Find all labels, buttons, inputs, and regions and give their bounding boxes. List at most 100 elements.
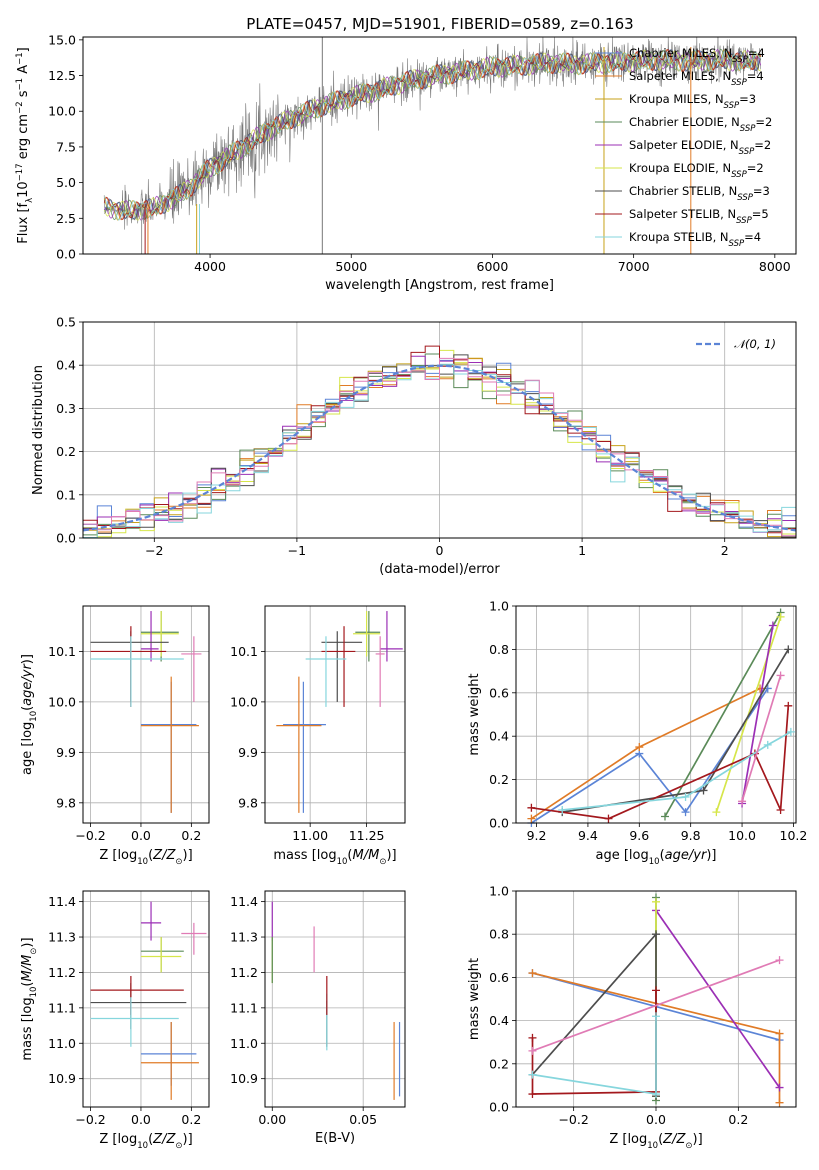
label-part: )] xyxy=(183,1132,193,1147)
x-tick-label: 9.6 xyxy=(629,828,649,843)
x-tick-label: 9.8 xyxy=(681,828,701,843)
label-part: 10 xyxy=(29,987,39,998)
x-axis-label: Z [log10(Z/Z⊙)] xyxy=(99,1132,192,1151)
y-tick-label: 7.5 xyxy=(56,139,76,154)
label-part: age/yr xyxy=(665,848,708,863)
weight-lines xyxy=(528,893,784,1107)
y-tick-label: 0.0 xyxy=(489,816,509,831)
y-tick-label: 0.0 xyxy=(56,247,76,262)
weight-marker xyxy=(775,956,784,965)
weight-marker xyxy=(699,786,708,795)
y-axis-label: age [log10(age/yr)] xyxy=(20,654,39,775)
y-tick-label: 0.8 xyxy=(489,927,509,942)
weight-marker xyxy=(528,1046,537,1055)
errorbars xyxy=(90,611,202,813)
label-part: Kroupa ELODIE, N xyxy=(629,161,731,175)
label-part: SSP xyxy=(731,170,747,180)
y-tick-label: 0.3 xyxy=(56,401,76,416)
y-tick-label: 11.1 xyxy=(230,1000,258,1015)
weight-marker xyxy=(652,1012,660,1021)
label-part: Z/Z xyxy=(662,1132,686,1147)
label-part: M/M xyxy=(20,955,35,982)
axes-frame xyxy=(515,890,797,1108)
axes-frame xyxy=(264,890,406,1108)
label-part: Salpeter STELIB, N xyxy=(629,207,736,221)
y-tick-label: 0.2 xyxy=(489,1056,509,1071)
label-part: Z [log xyxy=(609,1132,647,1147)
y-tick-label: 0.6 xyxy=(489,970,509,985)
x-axis-label: (data-model)/error xyxy=(379,562,500,577)
y-tick-label: 9.9 xyxy=(56,745,76,760)
x-tick-label: −0.2 xyxy=(558,1112,588,1127)
label-part: Z [log xyxy=(99,848,137,863)
x-tick-label: 1 xyxy=(578,543,586,558)
y-axis-label: Flux [fλ10−17 erg cm−2 s−1 A−1] xyxy=(15,47,35,243)
label-part: SSP xyxy=(732,55,748,65)
weight-line-2 xyxy=(664,612,782,817)
label-part: M/M xyxy=(353,848,380,863)
x-axis-label: Z [log10(Z/Z⊙)] xyxy=(99,848,192,867)
y-tick-label: 0.5 xyxy=(56,315,76,330)
model-spectrum-3 xyxy=(103,48,761,221)
label-part: −1 xyxy=(15,52,25,65)
axes-frame xyxy=(82,321,797,539)
x-axis-label: age [log10(age/yr)] xyxy=(596,848,717,867)
y-tick-label: 0.0 xyxy=(56,531,76,546)
label-part: )] xyxy=(20,937,35,947)
weight-marker xyxy=(652,986,660,995)
label-part: Chabrier ELODIE, N xyxy=(629,115,740,129)
y-tick-label: 0.2 xyxy=(489,772,509,787)
x-axis-label: Z [log10(Z/Z⊙)] xyxy=(609,1132,702,1151)
label-part: 10 xyxy=(647,1141,658,1151)
x-tick-label: 0.2 xyxy=(181,1112,201,1127)
weight-marker xyxy=(652,1090,660,1099)
weight-marker xyxy=(775,1098,784,1107)
x-tick-label: 0.0 xyxy=(646,1112,666,1127)
label-part: mass [log xyxy=(273,848,336,863)
y-tick-label: 11.2 xyxy=(230,965,258,980)
label-part: ⊙ xyxy=(685,1141,692,1151)
label-part: =4 xyxy=(744,230,761,244)
label-part: −2 xyxy=(15,101,25,114)
label-part: Flux [f xyxy=(16,202,31,243)
label-part: λ xyxy=(25,198,35,203)
label-part: Salpeter ELODIE, N xyxy=(629,138,739,152)
weight-marker xyxy=(775,1029,784,1038)
histogram-lines xyxy=(83,345,796,538)
y-tick-label: 11.2 xyxy=(48,965,76,980)
y-tick-label: 5.0 xyxy=(56,175,76,190)
histogram-9 xyxy=(83,357,796,537)
mass-vs-ebv-panel: 0.00 0.05 10.9 11.0 11.1 11.2 11.3 11.4 E(B-V) xyxy=(230,890,406,1146)
x-tick-label: −1 xyxy=(288,543,306,558)
label-part: ( xyxy=(660,848,665,863)
y-axis-label: mass weight xyxy=(467,958,482,1040)
weight-marker xyxy=(776,612,785,621)
label-part: SSP xyxy=(731,78,747,88)
legend-entry: Kroupa MILES, NSSP=3 xyxy=(629,92,756,111)
label-part: =3 xyxy=(753,184,770,198)
x-tick-label: 11.00 xyxy=(292,828,328,843)
legend-entry: 𝒩(0, 1) xyxy=(734,337,776,351)
label-part: SSP xyxy=(729,239,745,249)
y-tick-label: 0.2 xyxy=(56,444,76,459)
weight-vs-metallicity-panel: −0.2 0.0 0.2 0.0 0.2 0.4 0.6 0.8 1.0 Z [log10(Z/Z… xyxy=(467,884,797,1151)
label-part: )] xyxy=(20,654,35,664)
y-tick-label: 0.6 xyxy=(489,685,509,700)
x-axis-label: wavelength [Angstrom, rest frame] xyxy=(325,278,554,293)
y-tick-label: 11.0 xyxy=(230,1036,258,1051)
label-part: age/yr xyxy=(20,663,35,706)
label-part: −1 xyxy=(15,78,25,91)
label-part: ] xyxy=(16,47,31,52)
weight-marker xyxy=(681,808,690,817)
model-spectrum-5 xyxy=(103,49,762,221)
spectrum-lines xyxy=(103,37,762,254)
label-part: 10 xyxy=(649,857,660,867)
x-tick-label: 0.0 xyxy=(131,828,151,843)
model-spectrum-4 xyxy=(103,48,762,221)
label-part: ( xyxy=(347,848,352,863)
y-tick-label: 9.8 xyxy=(238,795,258,810)
mass-vs-metallicity-panel: −0.2 0.0 0.2 10.9 11.0 11.1 11.2 11.3 11.4 Z [log… xyxy=(20,890,210,1151)
y-tick-label: 10.9 xyxy=(230,1071,258,1086)
label-part: ( xyxy=(658,1132,663,1147)
